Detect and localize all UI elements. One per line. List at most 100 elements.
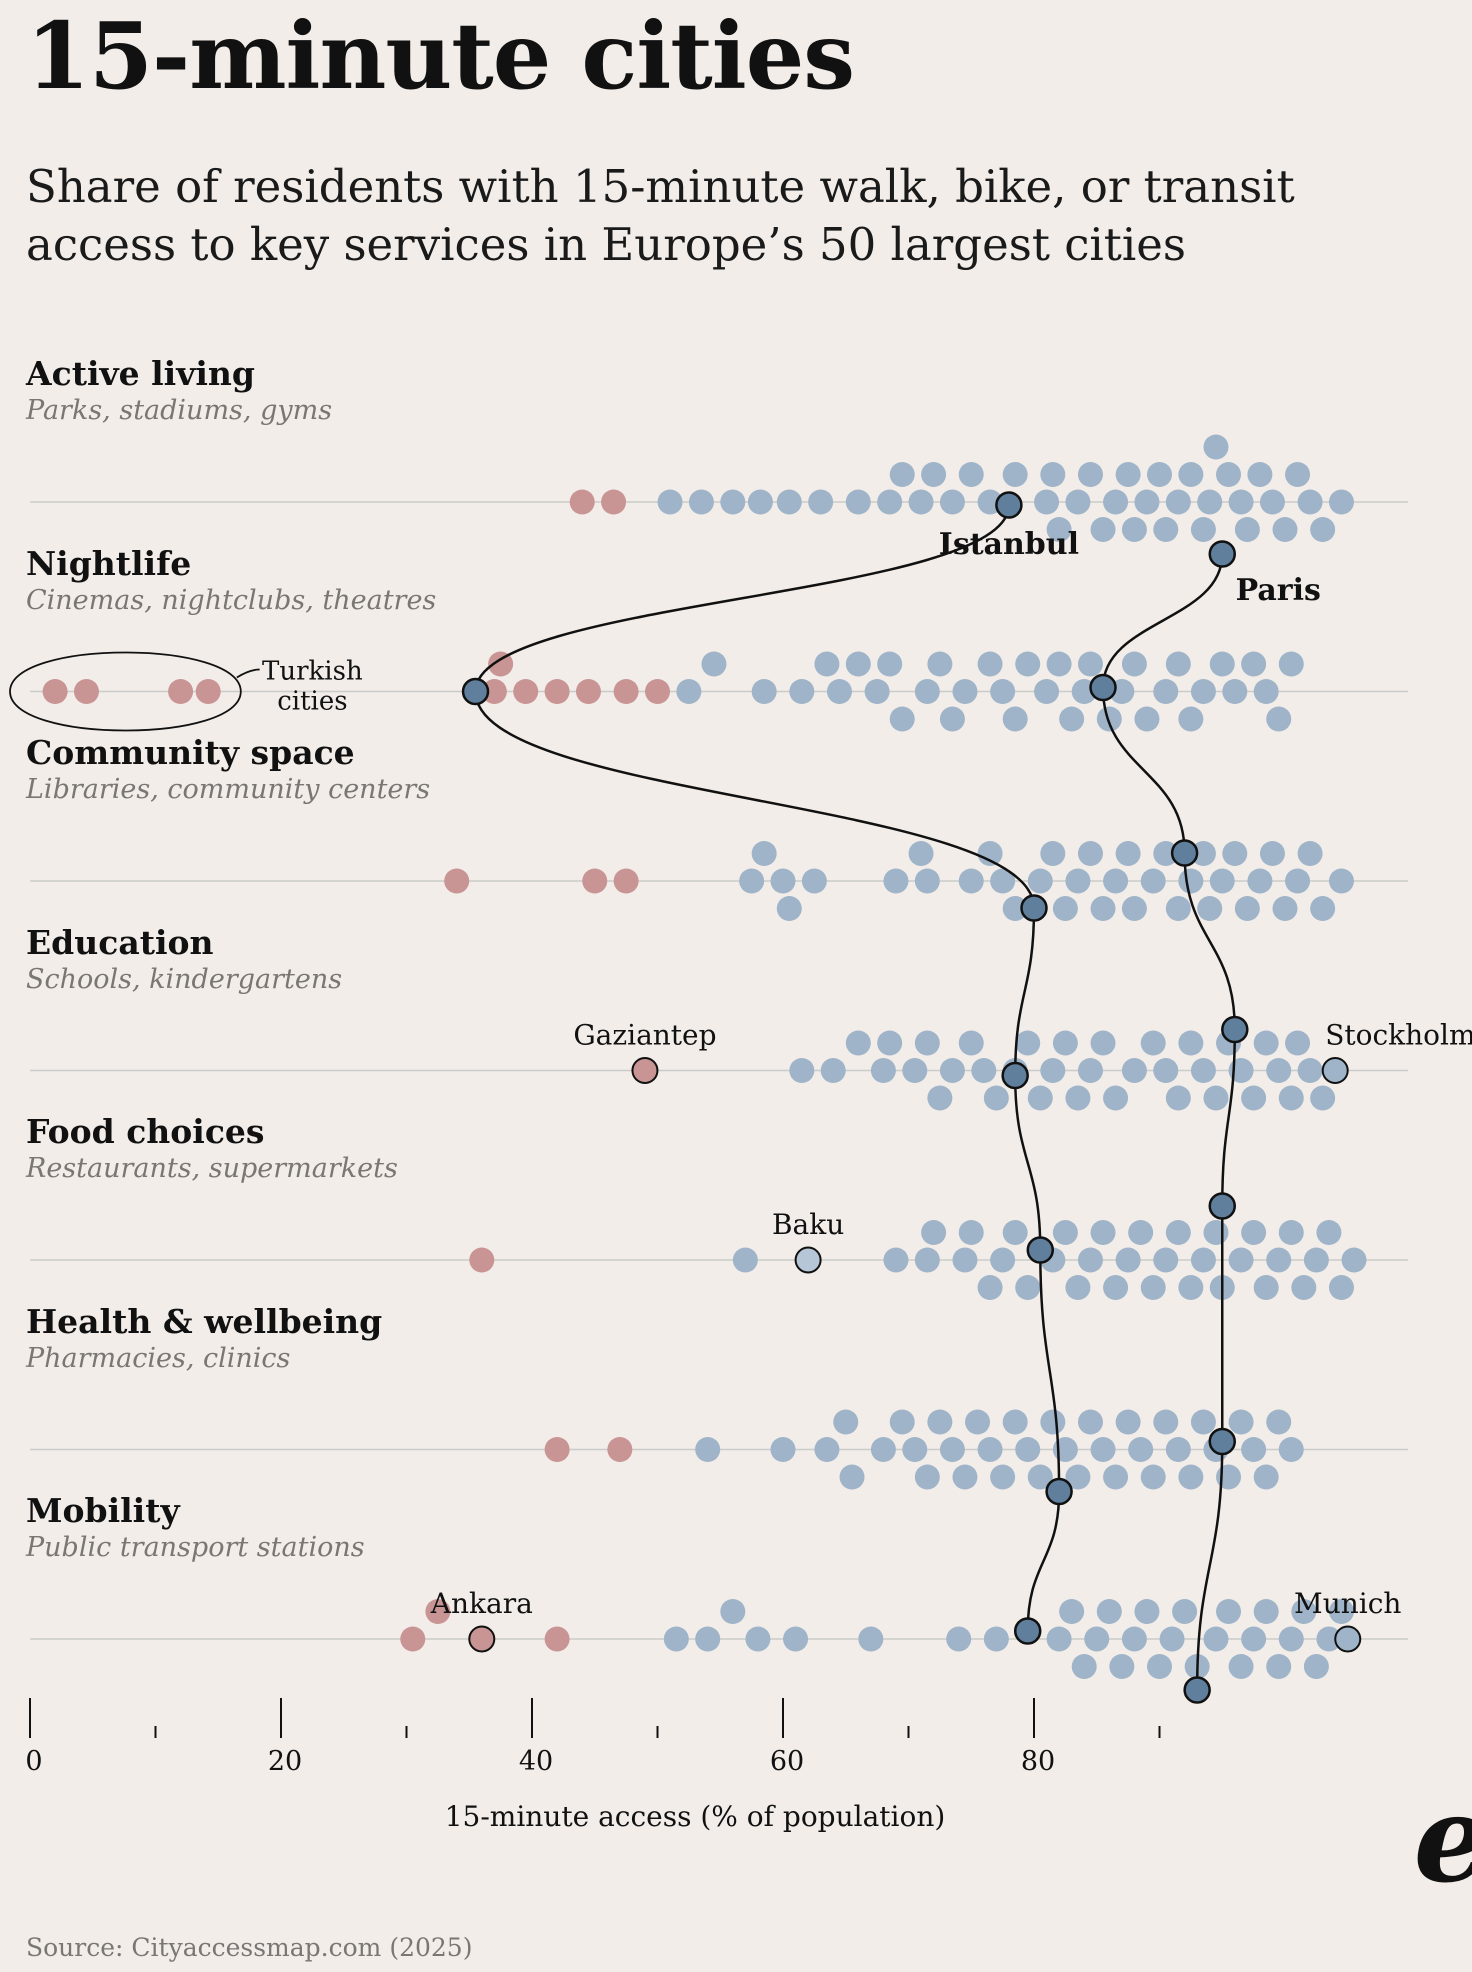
city-dot [1285, 462, 1311, 487]
city-dot [1178, 462, 1204, 487]
city-dot [1115, 1409, 1141, 1435]
istanbul-dot [1045, 1477, 1073, 1506]
paris-dot [1208, 1427, 1236, 1456]
city-dot [1297, 1058, 1323, 1083]
istanbul-dot [1026, 1236, 1055, 1264]
city-dot [845, 1030, 871, 1056]
city-dot [720, 489, 746, 515]
city-dot [1310, 517, 1336, 542]
city-dot [1216, 462, 1242, 487]
city-dot [1253, 1030, 1279, 1056]
city-dot [776, 896, 802, 921]
city-dot [990, 868, 1016, 894]
paris-dot [1183, 1676, 1211, 1704]
city-dot [1040, 1058, 1066, 1083]
city-dot [914, 1247, 940, 1273]
city-dot [1103, 1275, 1129, 1300]
category-name: Food choices [26, 1112, 265, 1151]
istanbul-dot [1013, 1617, 1042, 1645]
city-dot [902, 1058, 928, 1083]
city-dot [927, 651, 953, 677]
city-dot [1190, 841, 1216, 866]
city-dot [751, 841, 777, 866]
city-dot [927, 1085, 953, 1111]
x-tick-label: 60 [770, 1746, 804, 1777]
city-dot [1165, 489, 1191, 515]
city-dot [877, 489, 903, 515]
city-dot [1027, 868, 1053, 894]
city-dot [1153, 1409, 1179, 1435]
city-dot [657, 489, 683, 515]
city-label: Gaziantep [573, 1019, 716, 1052]
city-dot [1228, 1247, 1254, 1273]
city-dot [1303, 1247, 1329, 1273]
city-dot [1197, 489, 1223, 515]
city-dot [751, 679, 777, 704]
city-dot [1015, 1030, 1041, 1056]
city-dot [1190, 517, 1216, 542]
city-dot [1253, 679, 1279, 704]
city-dot [745, 1626, 771, 1652]
city-dot [1115, 1247, 1141, 1273]
category-label: Education Schools, kindergartens [26, 923, 342, 997]
city-dot [1140, 1464, 1166, 1490]
paris-dot [1208, 1192, 1236, 1220]
city-dot [1291, 1599, 1317, 1624]
category-subtitle: Schools, kindergartens [26, 963, 343, 995]
city-dot [1015, 1275, 1041, 1300]
city-dot [946, 1626, 972, 1652]
highlighted-city-dot [631, 1057, 659, 1084]
city-dot [877, 1030, 903, 1056]
city-dot [971, 1058, 997, 1083]
city-dot [1077, 1247, 1103, 1273]
city-dot [1203, 434, 1229, 460]
city-dot [1259, 489, 1285, 515]
city-dot [1071, 1654, 1097, 1679]
city-dot [1128, 1220, 1154, 1245]
city-dot [1040, 841, 1066, 866]
x-tick-label: 20 [268, 1746, 302, 1777]
city-dot [1052, 1220, 1078, 1245]
city-dot [1059, 1599, 1085, 1624]
city-dot [1234, 896, 1260, 921]
city-dot [1153, 517, 1179, 542]
city-dot [1121, 896, 1147, 921]
city-dot [1228, 1409, 1254, 1435]
city-dot [870, 1437, 896, 1462]
city-dot [927, 1409, 953, 1435]
source-note: Source: Cityaccessmap.com (2025) [26, 1933, 473, 1962]
city-dot [1222, 841, 1248, 866]
city-dot [1077, 651, 1103, 677]
city-dot [1316, 1220, 1342, 1245]
turkish-city-dot [469, 1247, 495, 1273]
city-dot [1253, 1464, 1279, 1490]
city-dot [720, 1599, 746, 1624]
city-dot [1052, 1030, 1078, 1056]
category-name: Health & wellbeing [26, 1301, 383, 1341]
city-dot [1278, 651, 1304, 677]
city-dot [952, 1464, 978, 1490]
city-dot [1328, 489, 1354, 515]
category-label: Health & wellbeing Pharmacies, clinics [26, 1302, 382, 1376]
city-dot [977, 1275, 1003, 1300]
city-dot [1046, 651, 1072, 677]
category-name: Mobility [26, 1491, 180, 1530]
city-dot [1046, 1626, 1072, 1652]
city-dot [783, 1626, 809, 1652]
page-title: 15-minute cities [26, 2, 855, 110]
city-dot [1034, 489, 1060, 515]
highlighted-city-dot [1334, 1625, 1362, 1653]
category-subtitle: Public transport stations [26, 1532, 365, 1563]
x-axis-label: 15-minute access (% of population) [444, 1800, 946, 1833]
turkish-city-dot [645, 679, 670, 704]
city-dot [921, 1220, 947, 1245]
city-dot [1172, 1599, 1198, 1624]
city-dot [732, 1247, 758, 1273]
city-dot [902, 1437, 928, 1462]
city-dot [1153, 841, 1179, 866]
annotation-line: Turkish [262, 657, 363, 687]
city-dot [1103, 1464, 1129, 1490]
city-dot [1303, 1654, 1329, 1679]
city-dot [1065, 1085, 1091, 1111]
